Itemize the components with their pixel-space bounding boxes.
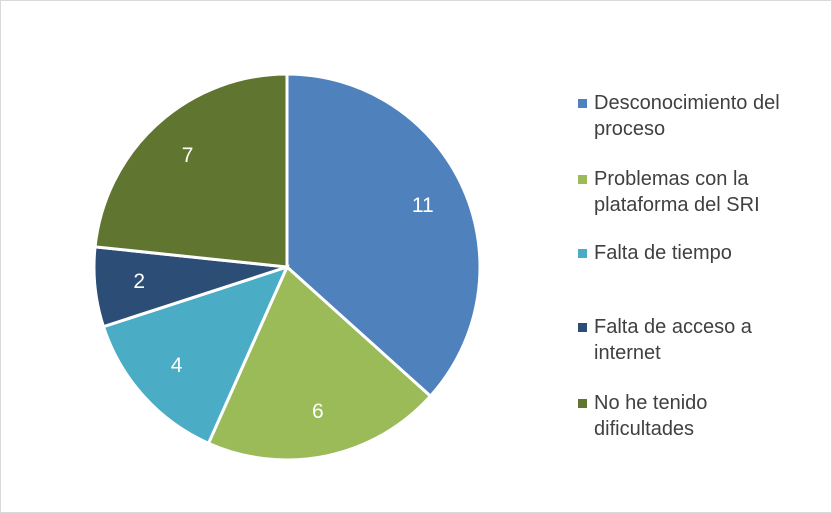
data-label: 11 bbox=[412, 194, 434, 217]
pie-slice bbox=[285, 72, 482, 399]
legend-item: Desconocimiento del proceso bbox=[578, 90, 818, 142]
legend-item: No he tenido dificultades bbox=[578, 390, 818, 442]
legend-swatch bbox=[578, 323, 587, 332]
pie-slice bbox=[101, 264, 290, 446]
legend-label: No he tenido dificultades bbox=[594, 392, 708, 440]
legend-swatch bbox=[578, 399, 587, 408]
legend-label: Desconocimiento del proceso bbox=[594, 92, 780, 140]
legend-swatch bbox=[578, 99, 587, 108]
legend-label: Problemas con la plataforma del SRI bbox=[594, 168, 760, 216]
legend-item: Falta de acceso a internet bbox=[578, 314, 818, 366]
legend-label: Falta de acceso a internet bbox=[594, 316, 752, 364]
legend-item: Problemas con la plataforma del SRI bbox=[578, 166, 818, 218]
data-label: 4 bbox=[171, 354, 183, 377]
data-label: 2 bbox=[133, 270, 145, 293]
pie-slice bbox=[206, 264, 433, 462]
legend-item: Falta de tiempo bbox=[578, 240, 818, 266]
data-label: 7 bbox=[182, 144, 194, 167]
legend-swatch bbox=[578, 175, 587, 184]
pie-slice bbox=[93, 72, 289, 269]
legend-swatch bbox=[578, 249, 587, 258]
legend-label: Falta de tiempo bbox=[594, 242, 732, 264]
data-label: 6 bbox=[312, 400, 324, 423]
